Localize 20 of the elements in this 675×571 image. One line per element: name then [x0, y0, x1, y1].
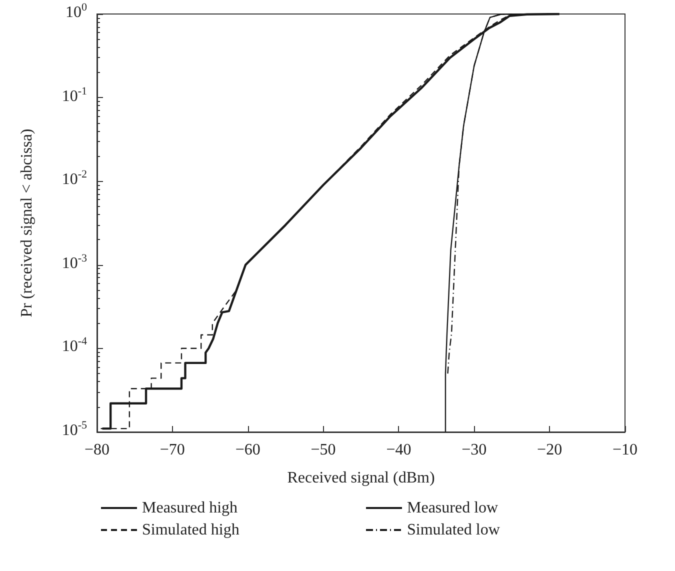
y-tick-label: 10$^{-1}$	[62, 85, 87, 107]
x-tick-label: −30	[462, 442, 487, 458]
x-tick-label: −80	[84, 442, 110, 458]
y-tick-label: 10$^{-3}$	[62, 252, 87, 274]
x-tick-label: −70	[160, 442, 185, 458]
legend-label: Simulated high	[142, 522, 240, 538]
x-tick-label: −50	[310, 442, 336, 458]
legend-label: Measured low	[407, 500, 499, 516]
x-tick-label: −60	[235, 442, 260, 458]
legend-label: Simulated low	[407, 522, 500, 538]
x-tick-label: −40	[386, 442, 412, 458]
y-axis-title: Pr (received signal < abcissa)	[18, 128, 36, 318]
x-tick-label: −10	[612, 442, 638, 458]
y-tick-label: 10$^{0}$	[66, 2, 87, 23]
y-tick-label: 10$^{-2}$	[62, 168, 87, 190]
x-axis-title: Received signal (dBm)	[287, 470, 435, 486]
legend-label: Measured high	[142, 500, 238, 516]
y-tick-label: 10$^{-4}$	[62, 336, 87, 358]
y-tick-label: 10$^{-5}$	[62, 420, 87, 441]
x-tick-label: −20	[537, 442, 562, 458]
